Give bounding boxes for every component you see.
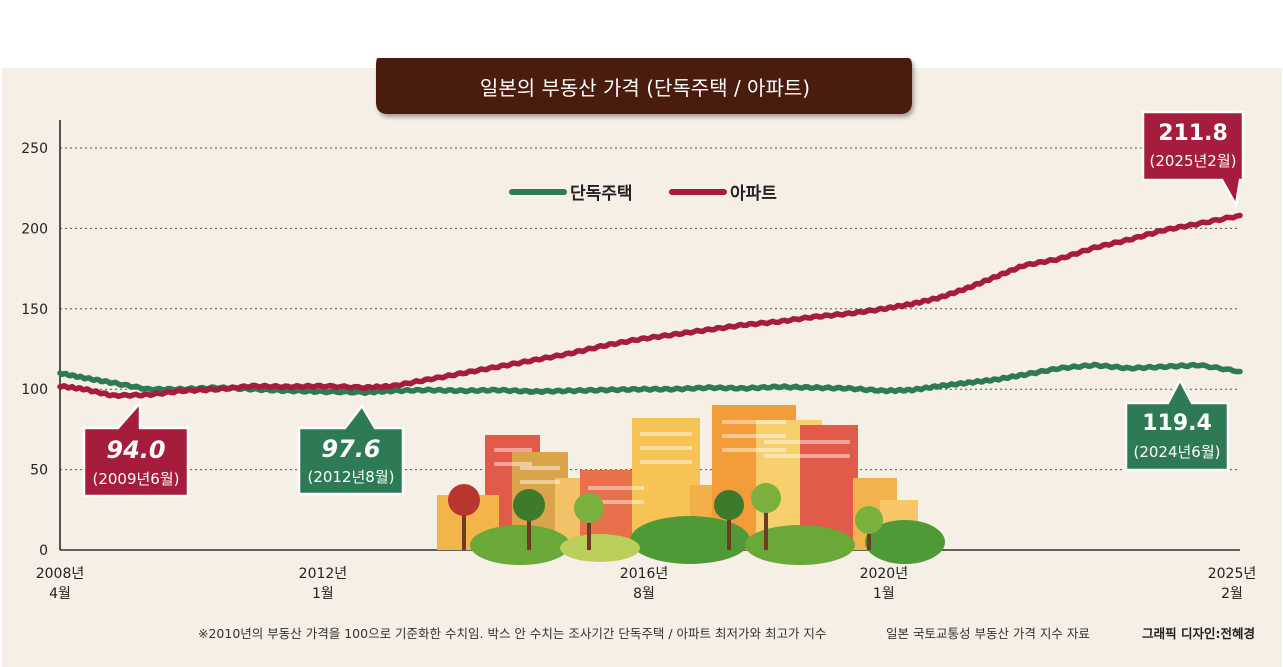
x-tick-year: 2025년 <box>1208 566 1257 582</box>
x-tick-month: 1월 <box>873 586 895 602</box>
chart-title: 일본의 부동산 가격 (단독주택 / 아파트) <box>480 76 810 100</box>
annotation-max-apartment-value: 211.8 <box>1158 121 1228 146</box>
x-tick-month: 4월 <box>49 586 71 602</box>
y-tick-label: 50 <box>30 463 48 479</box>
annotation-min-apartment-date: (2009년6월) <box>92 470 179 488</box>
graphic-credit: 그래픽 디자인:전혜경 <box>1142 626 1255 641</box>
legend-label-house: 단독주택 <box>570 184 633 204</box>
annotation-min-house-date: (2012년8월) <box>307 468 394 486</box>
x-axis-ticks: 2008년 4월 2012년 1월 2016년 8월 2020년 1월 2025년 2월 <box>36 566 1257 602</box>
legend-label-apartment: 아파트 <box>730 184 777 204</box>
x-tick-year: 2016년 <box>620 566 669 582</box>
y-tick-label: 250 <box>21 141 48 157</box>
footnote: ※2010년의 부동산 가격을 100으로 기준화한 수치임. 박스 안 수치는… <box>198 626 826 641</box>
annotation-min-house-value: 97.6 <box>321 435 380 463</box>
x-tick-year: 2008년 <box>36 566 85 582</box>
y-axis-ticks: 0 50 100 150 200 250 <box>21 141 48 559</box>
y-tick-label: 150 <box>21 302 48 318</box>
series-line-apartment <box>57 212 1243 400</box>
annotation-max-apartment: 211.8 (2025년2월) <box>1141 110 1245 209</box>
x-tick-year: 2012년 <box>299 566 348 582</box>
annotation-max-apartment-date: (2025년2월) <box>1149 152 1236 170</box>
x-tick-month: 2월 <box>1221 586 1243 602</box>
annotation-min-apartment-value: 94.0 <box>106 436 165 464</box>
x-tick-year: 2020년 <box>860 566 909 582</box>
source-text: 일본 국토교통성 부동산 가격 지수 자료 <box>886 626 1090 641</box>
city-illustration <box>437 405 945 565</box>
x-tick-month: 8월 <box>633 586 655 602</box>
y-tick-label: 200 <box>21 221 48 237</box>
y-tick-label: 0 <box>39 543 48 559</box>
legend: 단독주택 아파트 <box>509 184 777 204</box>
annotation-min-house: 97.6 (2012년8월) <box>297 403 405 496</box>
x-tick-month: 1월 <box>312 586 334 602</box>
annotation-max-house-date: (2024년6월) <box>1133 443 1220 461</box>
annotation-max-house-value: 119.4 <box>1142 411 1212 436</box>
title-banner <box>376 58 912 114</box>
y-tick-label: 100 <box>21 382 48 398</box>
annotation-max-house: 119.4 (2024년6월) <box>1124 377 1230 472</box>
series-lines <box>57 212 1243 400</box>
annotation-min-apartment: 94.0 (2009년6월) <box>82 399 190 498</box>
